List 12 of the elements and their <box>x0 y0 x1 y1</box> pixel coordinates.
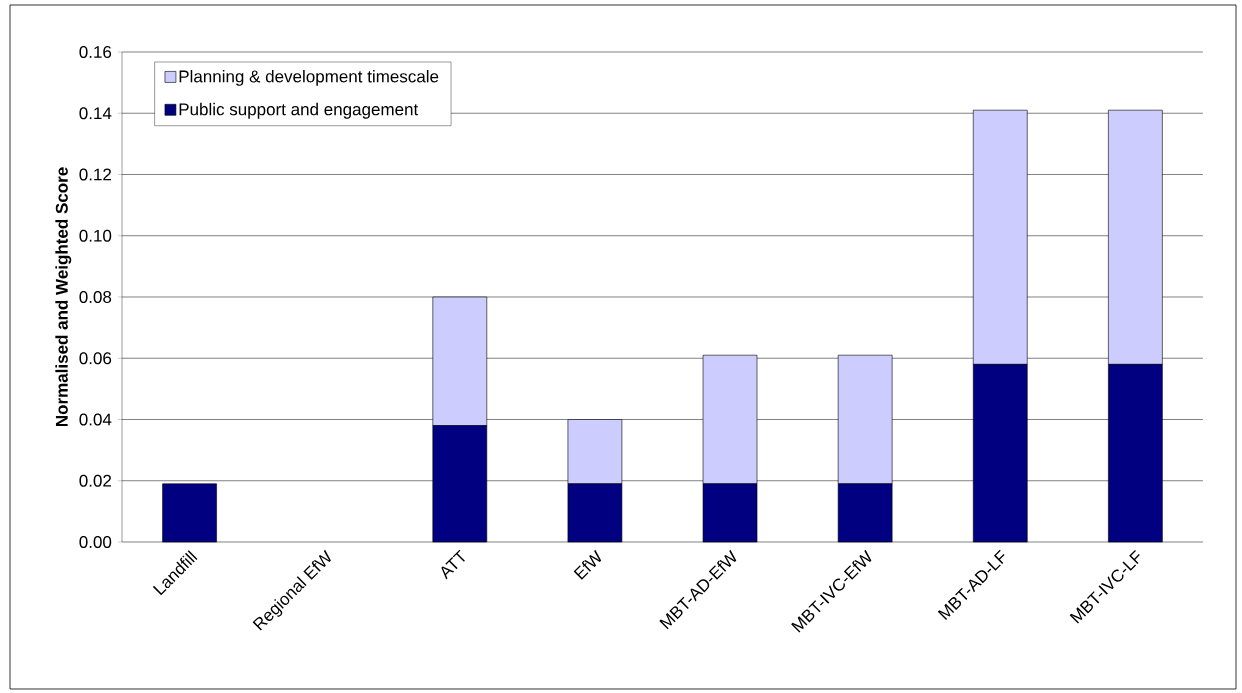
y-tick-label: 0.14 <box>79 107 112 120</box>
legend-label: Public support and engagement <box>179 102 419 119</box>
y-tick-label: 0.16 <box>79 45 112 59</box>
y-tick-label: 0.02 <box>79 474 112 487</box>
y-tick-label: 0.00 <box>79 535 112 549</box>
y-tick-label: 0.04 <box>79 413 112 426</box>
y-tick-label: 0.10 <box>79 229 112 242</box>
y-tick-label: 0.08 <box>79 290 112 304</box>
y-tick-label: 0.06 <box>79 352 112 365</box>
legend-label: Planning & development timescale <box>179 70 439 86</box>
y-tick-label: 0.12 <box>79 168 112 181</box>
y-axis-title: Normalised and Weighted Score <box>55 167 72 427</box>
